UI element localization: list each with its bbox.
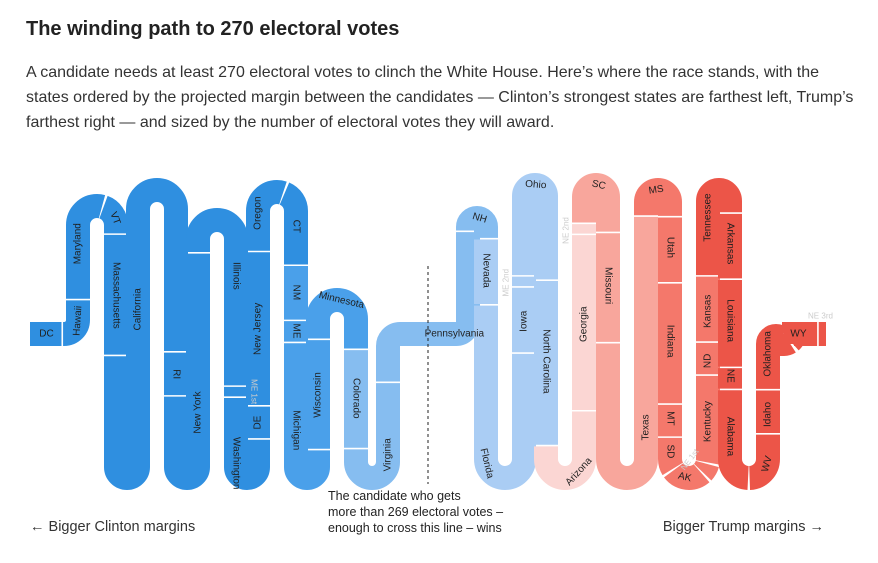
- clinton-margin-label: ← Bigger Clinton margins: [30, 519, 195, 535]
- state-segment-ak: [30, 173, 826, 490]
- center-note-line-3: enough to cross this line – wins: [328, 521, 502, 535]
- state-label: Arkansas: [725, 223, 736, 265]
- state-segment-new-york: [30, 173, 826, 490]
- state-label: Kansas: [703, 295, 714, 328]
- state-label: NE 2nd: [562, 217, 571, 244]
- state-label: Colorado: [351, 378, 362, 419]
- state-label: NM: [291, 285, 302, 301]
- state-label: SC: [591, 178, 607, 192]
- state-label: Alabama: [725, 417, 736, 457]
- state-label: NE: [725, 369, 736, 383]
- state-label: NH: [471, 211, 488, 226]
- state-label: Iowa: [519, 310, 530, 332]
- state-label: ND: [703, 354, 714, 368]
- state-label: Washington: [231, 437, 242, 489]
- state-label: Illinois: [231, 262, 242, 290]
- state-label: Missouri: [603, 267, 614, 304]
- state-label: North Carolina: [541, 329, 552, 394]
- state-label: Virginia: [383, 438, 394, 472]
- state-label: Wisconsin: [313, 372, 324, 418]
- chart-title: The winding path to 270 electoral votes: [26, 18, 400, 40]
- state-label: RI: [171, 369, 182, 379]
- state-label: Oklahoma: [763, 331, 774, 377]
- state-label: Indiana: [665, 325, 676, 358]
- state-label: Ohio: [525, 179, 547, 191]
- state-label: Texas: [641, 414, 652, 440]
- state-label: Maryland: [73, 223, 84, 264]
- state-label: Massachusetts: [111, 262, 122, 329]
- state-label: DC: [39, 329, 53, 340]
- state-label: Hawaii: [72, 306, 85, 337]
- state-label: WY: [790, 329, 806, 340]
- state-label: Louisiana: [725, 299, 736, 342]
- state-label: Tennessee: [703, 193, 714, 242]
- state-label: WV: [760, 454, 775, 473]
- state-label: New York: [193, 390, 204, 433]
- state-label: DE: [253, 415, 264, 429]
- chart-subtitle: A candidate needs at least 270 electoral…: [26, 64, 854, 131]
- state-label: Oregon: [253, 196, 264, 229]
- state-label: Georgia: [579, 306, 590, 342]
- state-label: ME 1st: [250, 379, 259, 405]
- state-label: Michigan: [291, 410, 302, 450]
- state-label: ME: [291, 324, 302, 339]
- center-note-line-1: The candidate who gets: [328, 489, 461, 503]
- center-note-line-2: more than 269 electoral votes –: [328, 505, 503, 519]
- state-label: Kentucky: [703, 401, 714, 442]
- state-label: New Jersey: [253, 303, 264, 355]
- state-label: Idaho: [763, 402, 774, 427]
- state-segment-pennsylvania: [30, 173, 826, 490]
- state-label: VT: [107, 210, 122, 226]
- state-label: NE 3rd: [808, 312, 833, 321]
- state-label: Nevada: [481, 253, 492, 288]
- path-segments: [30, 173, 826, 490]
- state-label: MT: [665, 411, 676, 425]
- state-label: ME 2nd: [502, 269, 511, 297]
- state-label: California: [133, 288, 144, 331]
- state-label: CT: [291, 220, 302, 233]
- state-label: MS: [648, 184, 665, 197]
- state-label: Pennsylvania: [425, 329, 485, 340]
- state-label: Utah: [665, 237, 676, 258]
- trump-margin-label: Bigger Trump margins →: [663, 519, 824, 535]
- state-label: AK: [677, 471, 693, 485]
- state-label: SD: [665, 444, 676, 458]
